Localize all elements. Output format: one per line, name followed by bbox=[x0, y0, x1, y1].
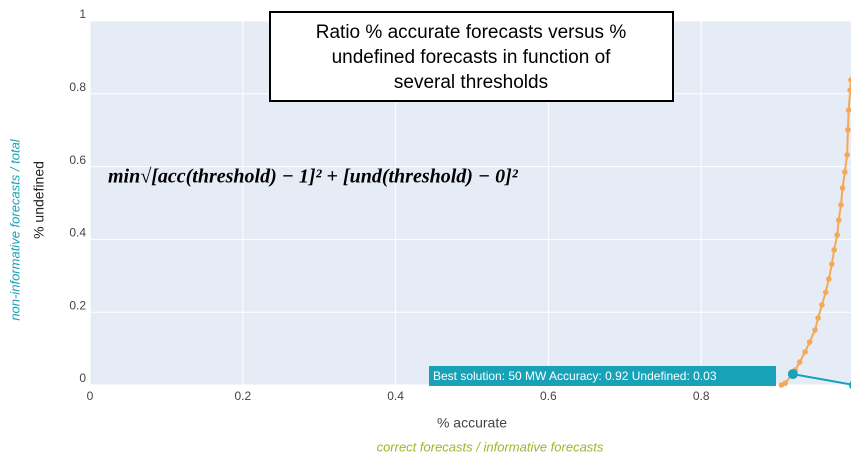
title-line: undefined forecasts in function of bbox=[332, 47, 612, 68]
point bbox=[848, 77, 851, 83]
y-axis-title: % undefined bbox=[31, 161, 47, 239]
x-tick-label: 0.6 bbox=[540, 389, 557, 403]
point bbox=[844, 152, 850, 158]
point bbox=[782, 380, 789, 386]
title-line: Ratio % accurate forecasts versus % bbox=[316, 22, 627, 43]
y-tick-label: 0.2 bbox=[69, 298, 86, 312]
point bbox=[802, 349, 808, 355]
point bbox=[822, 289, 829, 295]
y-tick-label: 0 bbox=[79, 371, 86, 385]
x-tick-label: 0.4 bbox=[387, 389, 404, 403]
point bbox=[787, 369, 798, 380]
y-tick-label: 0.8 bbox=[69, 80, 86, 94]
y-tick-label: 1 bbox=[79, 7, 86, 21]
point bbox=[847, 87, 851, 93]
y-tick-label: 0.4 bbox=[69, 226, 86, 240]
formula: min√[acc(threshold) − 1]² + [und(thresho… bbox=[108, 166, 519, 188]
point bbox=[838, 202, 844, 208]
point bbox=[812, 327, 818, 333]
point bbox=[834, 232, 840, 238]
x-axis-subtitle: correct forecasts / informative forecast… bbox=[377, 439, 604, 454]
point bbox=[835, 217, 842, 223]
point bbox=[845, 107, 851, 113]
series-line bbox=[792, 373, 851, 386]
point bbox=[796, 359, 803, 365]
point bbox=[831, 247, 837, 253]
x-tick-label: 0.2 bbox=[234, 389, 251, 403]
point bbox=[829, 261, 835, 267]
point bbox=[845, 127, 851, 133]
point bbox=[842, 169, 848, 175]
title-box bbox=[269, 11, 674, 102]
best-label: Best solution: 50 MW Accuracy: 0.92 Unde… bbox=[433, 369, 717, 383]
point bbox=[825, 276, 832, 282]
title-line: several thresholds bbox=[394, 72, 548, 93]
y-tick-label: 0.6 bbox=[69, 153, 86, 167]
y-axis-subtitle: non-informative forecasts / total bbox=[7, 138, 22, 320]
marks bbox=[778, 77, 851, 389]
x-tick-label: 0 bbox=[87, 389, 94, 403]
x-axis-title: % accurate bbox=[437, 415, 507, 431]
point bbox=[815, 315, 821, 321]
point bbox=[806, 339, 813, 345]
best-label-box bbox=[429, 366, 776, 386]
point bbox=[839, 185, 846, 191]
point bbox=[819, 302, 825, 308]
x-tick-label: 0.8 bbox=[693, 389, 710, 403]
